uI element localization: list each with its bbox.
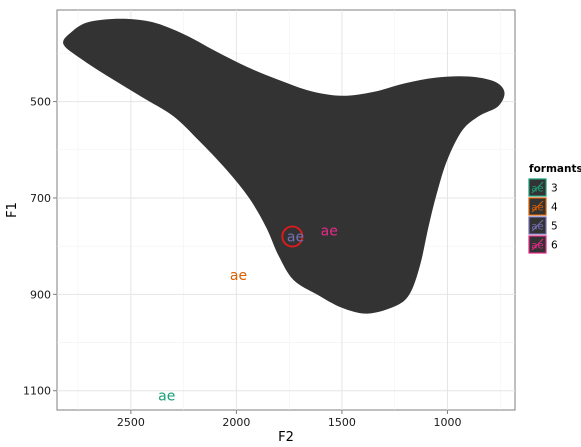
point-label-formant-3: ae [158,389,175,405]
legend-item-4: ae 4 [528,197,558,216]
point-label-formant-6: ae [321,224,338,240]
point-label-formant-4: ae [230,268,247,284]
point-label-formant-5: ae [287,230,304,246]
legend-item-3: ae 3 [528,178,558,197]
y-tick-label: 900 [30,288,51,301]
legend: formants ae 3 ae 4 ae 5 ae 6 [528,163,581,254]
legend-item-5: ae 5 [528,216,558,235]
x-tick-label: 2000 [222,416,250,429]
vowel-space-region [63,18,505,314]
legend-label: 4 [551,202,558,214]
highlight-circle [281,225,304,248]
legend-item-6: ae 6 [528,235,558,254]
data-points: ae ae ae ae [158,224,338,405]
legend-key-glyph [531,181,544,194]
legend-title: formants [529,163,581,175]
x-axis-title: F2 [278,430,294,445]
legend-key-text: ae [531,241,543,252]
legend-label: 5 [551,221,558,233]
legend-key-glyph [531,219,544,232]
x-tick-label: 1500 [328,416,356,429]
legend-label: 6 [551,240,558,252]
y-tick-label: 1100 [23,385,51,398]
x-tick-label: 2500 [117,416,145,429]
y-axis-title: F1 [5,202,20,218]
legend-key-text: ae [531,184,543,195]
legend-label: 3 [551,183,558,195]
y-tick-label: 700 [30,192,51,205]
legend-key-glyph [531,238,544,251]
legend-key-text: ae [531,203,543,214]
axis-ticks: 2500 2000 1500 1000 500 700 900 1100 [23,96,461,429]
y-tick-label: 500 [30,96,51,109]
legend-key-text: ae [531,222,543,233]
x-tick-label: 1000 [433,416,461,429]
legend-key-glyph [531,200,544,213]
